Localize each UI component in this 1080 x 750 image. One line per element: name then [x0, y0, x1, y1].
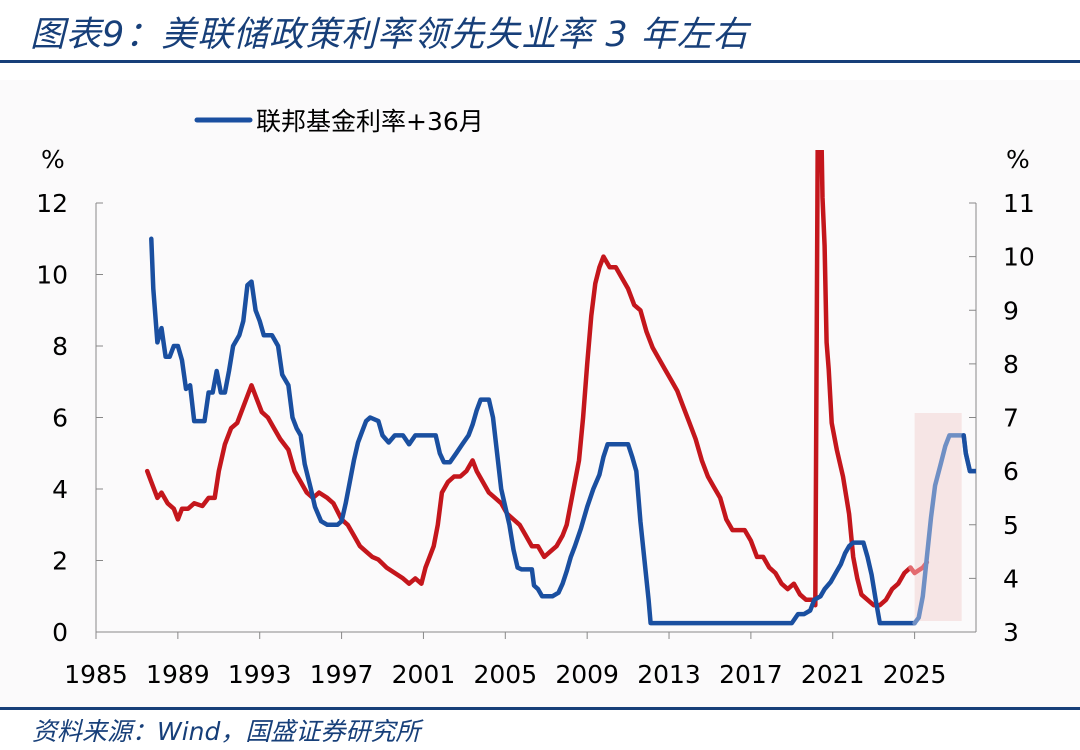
legend-label-fed: 联邦基金利率+36月	[256, 107, 484, 136]
left-tick-label: 0	[52, 618, 68, 647]
right-axis-unit: %	[1006, 145, 1030, 174]
source-note: 资料来源：Wind，国盛证券研究所	[32, 717, 421, 746]
x-tick-label: 2025	[883, 660, 947, 689]
left-tick-label: 6	[52, 404, 68, 433]
series-line-unemployment	[144, 150, 913, 608]
left-tick-label: 2	[52, 547, 68, 576]
x-tick-label: 2013	[637, 660, 701, 689]
x-tick-label: 2017	[719, 660, 783, 689]
series-line-fed-rate-tail	[961, 433, 976, 474]
x-tick-label: 2009	[555, 660, 619, 689]
right-tick-label: 5	[1003, 511, 1019, 540]
right-y-axis: 3 4 5 6 7 8 9 10 11	[969, 189, 1035, 647]
figure-title: 图表9：美联储政策利率领先失业率 3 年左右	[30, 15, 749, 55]
source-rule	[0, 707, 1080, 710]
series-line-fed-rate	[149, 236, 917, 626]
x-tick-label: 2001	[392, 660, 456, 689]
left-axis-unit: %	[41, 145, 65, 174]
legend: 联邦基金利率+36月	[194, 107, 891, 136]
x-tick-label: 1989	[146, 660, 210, 689]
x-tick-label: 1993	[228, 660, 292, 689]
left-tick-label: 10	[36, 261, 68, 290]
title-rule	[0, 60, 1080, 63]
left-tick-label: 8	[52, 332, 68, 361]
chart-background	[0, 80, 1080, 707]
left-y-axis: 0 2 4 6 8 10 12	[36, 189, 103, 647]
x-tick-label: 2005	[473, 660, 537, 689]
right-tick-label: 10	[1003, 243, 1035, 272]
x-tick-label: 2021	[801, 660, 865, 689]
right-tick-label: 4	[1003, 564, 1019, 593]
x-axis: 1985 1989 1993 1997 2001 2005 2009 2013 2017 2021…	[64, 631, 976, 689]
right-tick-label: 8	[1003, 350, 1019, 379]
right-tick-label: 3	[1003, 618, 1019, 647]
right-tick-label: 11	[1003, 189, 1035, 218]
x-tick-label: 1985	[64, 660, 128, 689]
right-tick-label: 9	[1003, 296, 1019, 325]
right-tick-label: 7	[1003, 404, 1019, 433]
left-tick-label: 12	[36, 189, 68, 218]
left-tick-label: 4	[52, 475, 68, 504]
right-tick-label: 6	[1003, 457, 1019, 486]
x-tick-label: 1997	[310, 660, 374, 689]
